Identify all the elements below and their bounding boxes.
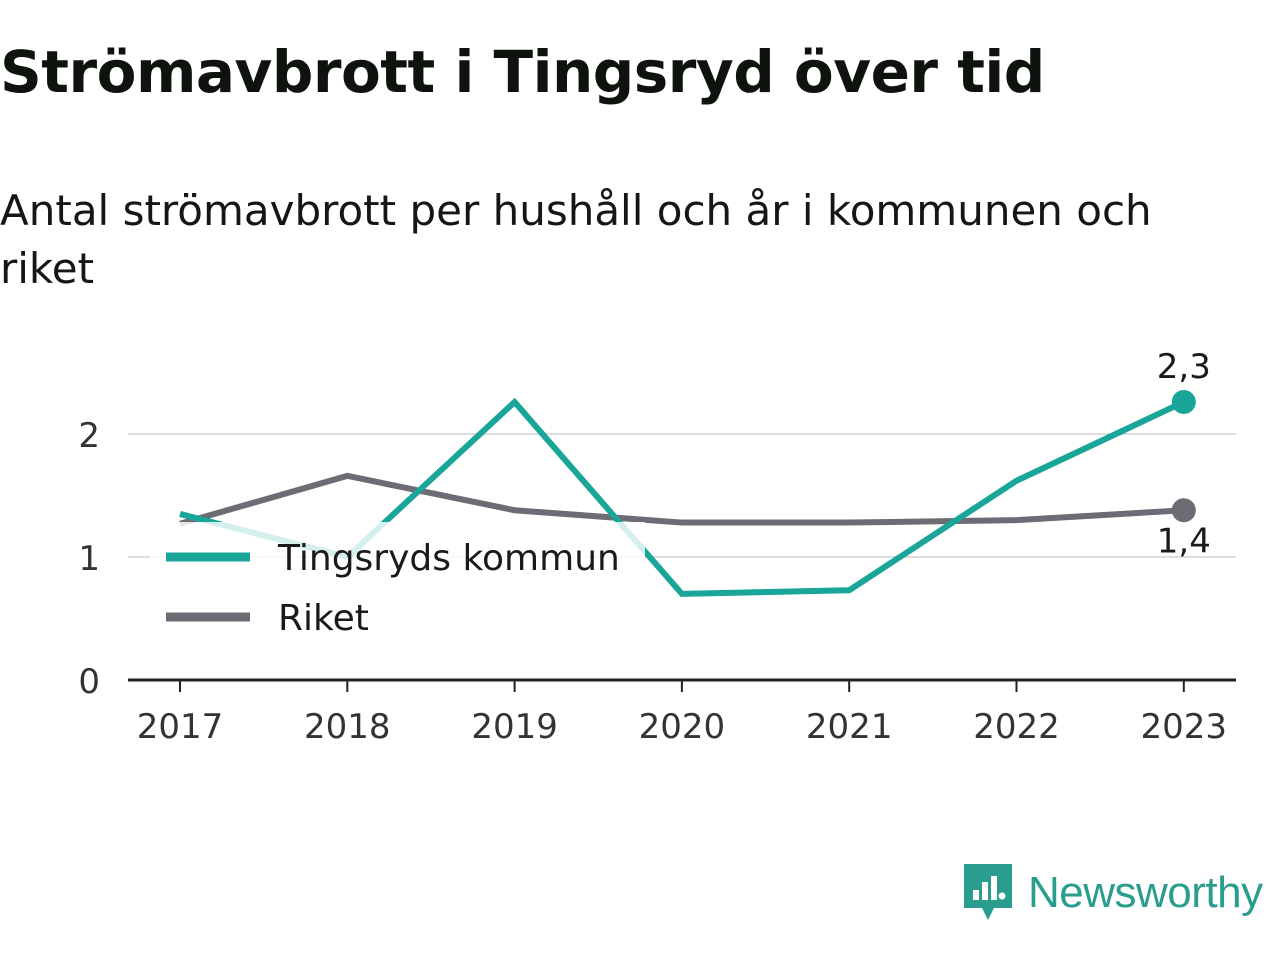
brand-logo: Newsworthy (962, 862, 1263, 924)
x-tick-label: 2023 (1141, 707, 1228, 747)
end-value-label: 1,4 (1157, 521, 1211, 561)
y-tick-label: 2 (78, 416, 100, 456)
brand-name: Newsworthy (1028, 868, 1263, 917)
y-tick-label: 0 (78, 662, 100, 702)
x-tick-label: 2021 (806, 707, 893, 747)
end-point (1171, 498, 1196, 523)
chart-title: Strömavbrott i Tingsryd över tid (0, 38, 1045, 106)
end-labels: 2,3 1,4 (1157, 347, 1211, 561)
end-point (1171, 390, 1196, 415)
legend: Tingsryds kommun Riket (150, 522, 645, 650)
legend-background (150, 522, 645, 650)
x-tick-label: 2020 (639, 707, 726, 747)
x-tick-label: 2019 (471, 707, 558, 747)
y-tick-label: 1 (78, 539, 100, 579)
chart-subtitle: Antal strömavbrott per hushåll och år i … (0, 186, 1152, 293)
end-value-label: 2,3 (1157, 347, 1211, 387)
x-tick-label: 2018 (304, 707, 391, 747)
series-line-riket (179, 472, 1184, 527)
x-tick-label: 2022 (973, 707, 1060, 747)
legend-label: Tingsryds kommun (277, 538, 620, 579)
legend-label: Riket (278, 598, 369, 639)
axes: 0 1 2 2017 2018 2019 2020 2021 2022 2023 (78, 416, 1236, 747)
newsworthy-logo-icon (964, 864, 1012, 920)
x-tick-label: 2017 (137, 707, 224, 747)
